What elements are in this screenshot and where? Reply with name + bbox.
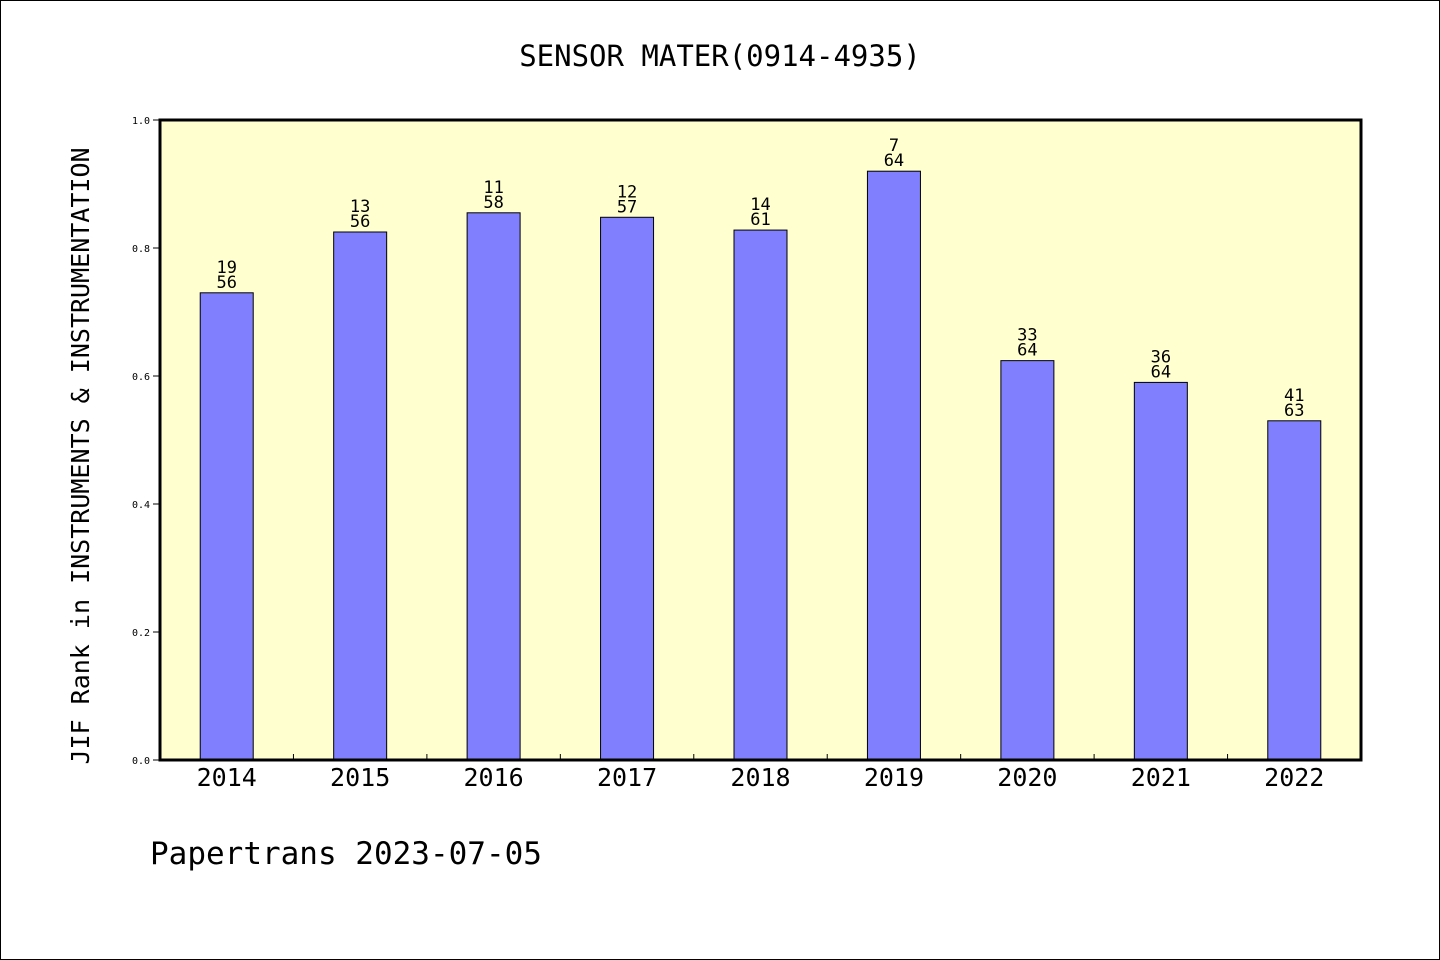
x-tick-label: 2015 xyxy=(330,763,390,792)
bar-rank-label: 19 xyxy=(216,258,236,278)
x-tick-label: 2020 xyxy=(997,763,1057,792)
bar-2015 xyxy=(333,231,388,761)
plot-border xyxy=(158,118,1363,762)
bar-total-label: 64 xyxy=(884,151,904,171)
bar-rank-label: 36 xyxy=(1151,347,1171,367)
bar-rank-label: 7 xyxy=(889,136,899,156)
bar-2016 xyxy=(466,212,521,761)
bar-total-label: 56 xyxy=(216,273,236,293)
bar-rank-label: 14 xyxy=(750,195,770,215)
bar-total-label: 64 xyxy=(1017,341,1037,361)
x-tick-label: 2017 xyxy=(597,763,657,792)
bar-total-label: 63 xyxy=(1284,401,1304,421)
y-tick-label: 1.0 xyxy=(132,116,150,127)
y-tick-label: 0.2 xyxy=(132,628,150,639)
bar-rank-label: 13 xyxy=(350,197,370,217)
chart-title: SENSOR MATER(0914-4935) xyxy=(519,39,921,73)
bar-2014 xyxy=(199,292,254,761)
bar-rank-label: 11 xyxy=(483,178,503,198)
bar-rank-label: 33 xyxy=(1017,326,1037,346)
x-tick-label: 2021 xyxy=(1131,763,1191,792)
x-axis-ticks: 2014 2015 2016 2017 2018 2019 2020 2021 2022 xyxy=(197,754,1324,792)
bar-2017 xyxy=(600,216,655,761)
bar-total-label: 56 xyxy=(350,212,370,232)
bar-2021 xyxy=(1133,381,1188,761)
x-tick-label: 2018 xyxy=(730,763,790,792)
x-tick-label: 2014 xyxy=(197,763,257,792)
bar-total-label: 61 xyxy=(750,210,770,230)
y-tick-label: 0.8 xyxy=(132,244,150,255)
footer-credit: Papertrans 2023-07-05 xyxy=(150,836,542,872)
bar-2022 xyxy=(1267,420,1322,761)
y-tick-label: 0.0 xyxy=(132,756,150,767)
bar-rank-label: 41 xyxy=(1284,386,1304,406)
bars-layer xyxy=(199,170,1322,761)
y-tick-label: 0.6 xyxy=(132,372,150,383)
y-axis-ticks: 0.0 0.2 0.4 0.6 0.8 1.0 xyxy=(132,116,160,767)
y-axis-label: JIF Rank in INSTRUMENTS & INSTRUMENTATIO… xyxy=(66,147,95,764)
y-tick-label: 0.4 xyxy=(132,500,150,511)
x-tick-label: 2022 xyxy=(1264,763,1324,792)
x-tick-label: 2019 xyxy=(864,763,924,792)
bar-total-label: 58 xyxy=(483,193,503,213)
bar-total-label: 57 xyxy=(617,197,637,217)
x-tick-label: 2016 xyxy=(464,763,524,792)
bar-rank-label: 12 xyxy=(617,182,637,202)
bar-total-label: 64 xyxy=(1151,362,1171,382)
bar-2018 xyxy=(733,229,788,761)
bar-2019 xyxy=(866,170,921,761)
bar-2020 xyxy=(1000,360,1055,761)
